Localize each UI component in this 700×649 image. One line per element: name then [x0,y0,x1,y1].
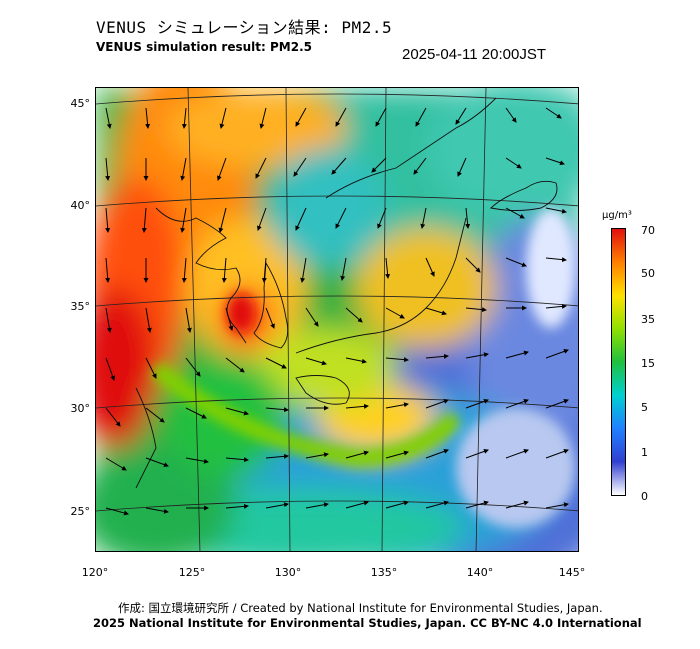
colorbar-unit: μg/m³ [602,210,632,221]
colorbar-tick-35: 35 [641,313,655,326]
timestamp: 2025-04-11 20:00JST [402,46,546,63]
pm25-map-canvas [96,88,578,551]
lon-label-135: 135° [370,566,398,579]
title-english: VENUS simulation result: PM2.5 [96,40,312,54]
lon-label-125: 125° [178,566,206,579]
lon-label-120: 120° [81,566,109,579]
lat-label-40: 40° [70,199,91,212]
colorbar-tick-70: 70 [641,224,655,237]
lat-label-45: 45° [70,97,91,110]
colorbar-tick-5: 5 [641,401,648,414]
lon-label-140: 140° [466,566,494,579]
colorbar-tick-0: 0 [641,490,648,503]
lat-label-35: 35° [70,300,91,313]
lat-label-25: 25° [70,505,91,518]
pm25-map [95,87,579,552]
colorbar [611,228,626,496]
lat-label-30: 30° [70,402,91,415]
credit-line-2: 2025 National Institute for Environmenta… [93,616,642,630]
lon-label-130: 130° [274,566,302,579]
colorbar-tick-1: 1 [641,446,648,459]
credit-line-1: 作成: 国立環境研究所 / Created by National Instit… [118,601,603,615]
colorbar-tick-50: 50 [641,267,655,280]
title-japanese: VENUS シミュレーション結果: PM2.5 [96,18,393,37]
lon-label-145: 145° [558,566,586,579]
colorbar-tick-15: 15 [641,357,655,370]
